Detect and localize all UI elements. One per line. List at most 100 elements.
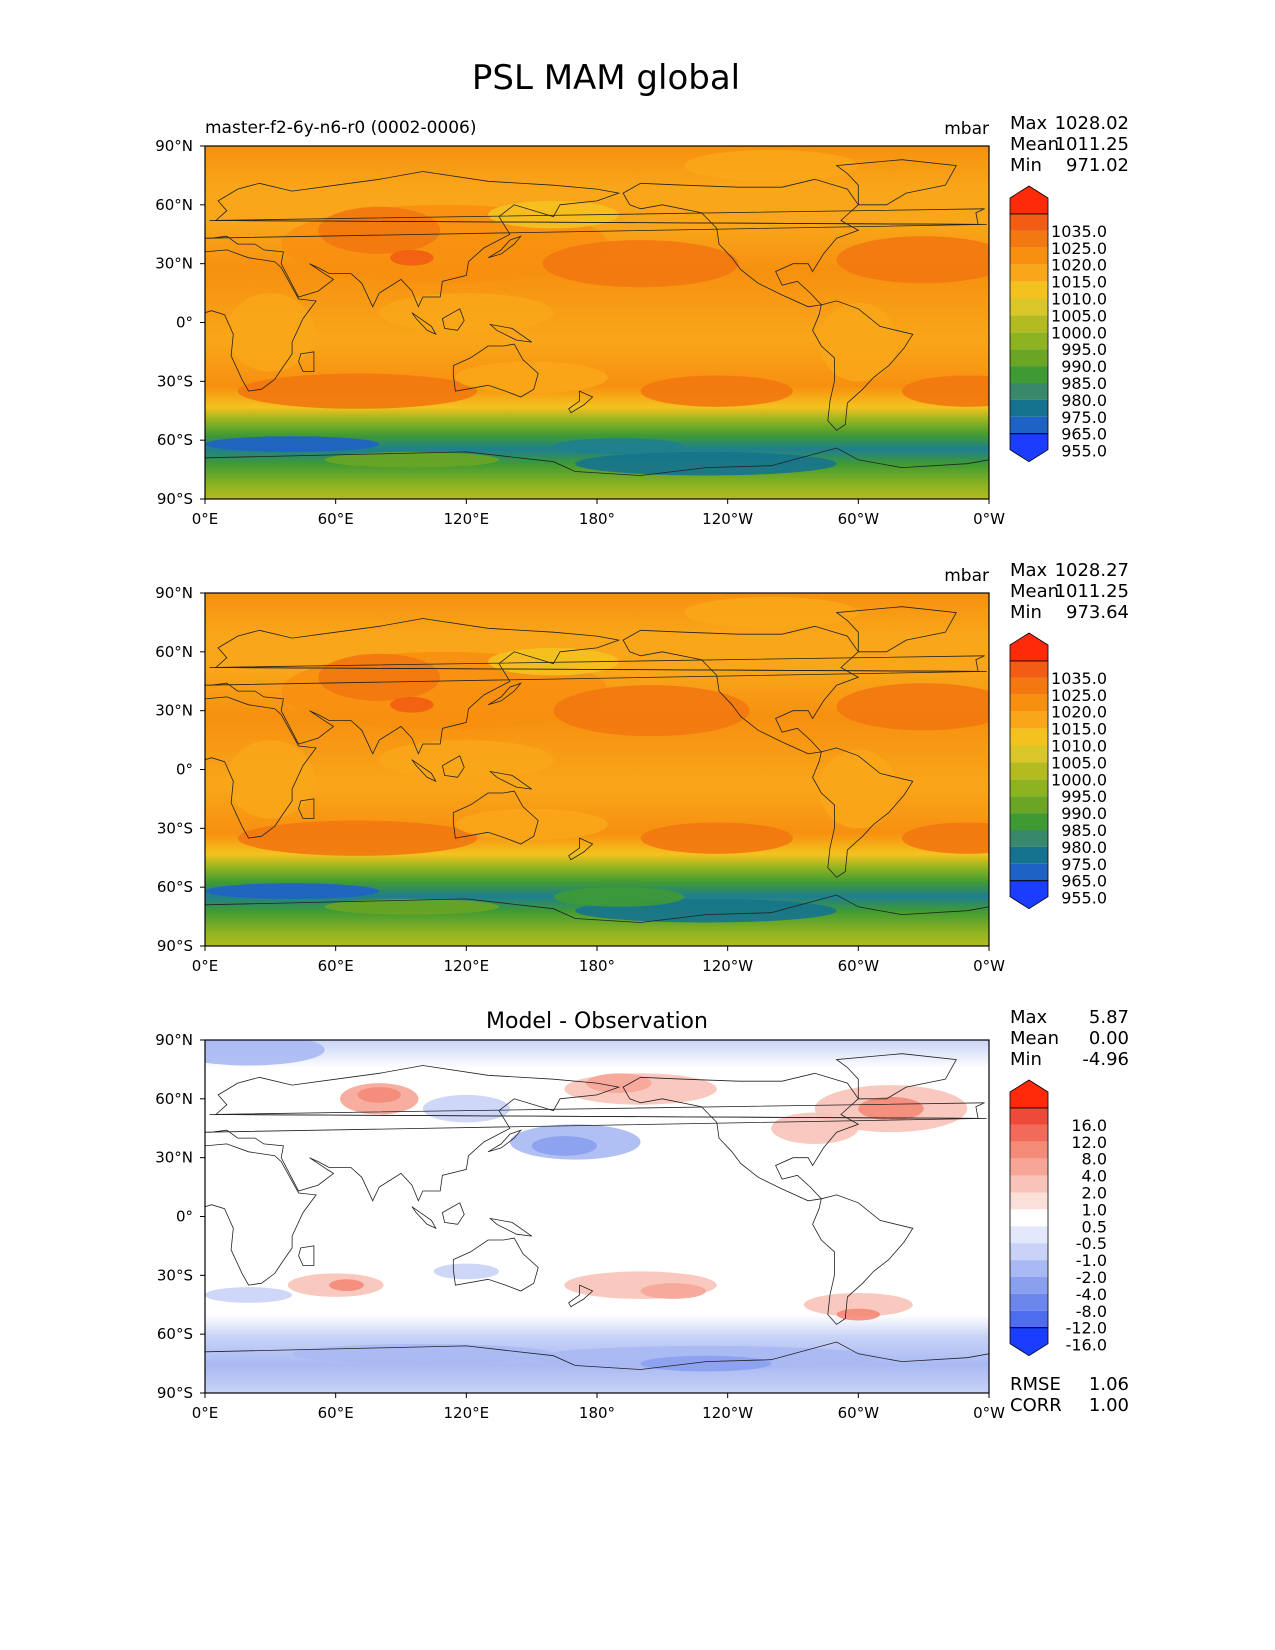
colorbar-frame — [1009, 213, 1049, 435]
colorbar-label: 985.0 — [1061, 821, 1107, 840]
panel-units: mbar — [944, 119, 989, 139]
stat-label-rmse: RMSE — [1010, 1374, 1061, 1395]
colorbar-label: 4.0 — [1082, 1167, 1107, 1186]
contour-region — [292, 1343, 554, 1364]
contour-region — [455, 808, 608, 841]
contour-region — [329, 1279, 364, 1292]
coastline — [568, 1284, 594, 1308]
colorbar-extend-top — [1009, 1079, 1049, 1109]
colorbar-extend-bottom — [1009, 880, 1049, 910]
coastline — [441, 755, 465, 778]
contour-region — [901, 822, 989, 854]
contour-region — [205, 1287, 293, 1303]
contour-region — [488, 647, 619, 676]
colorbar-label: -2.0 — [1076, 1268, 1107, 1287]
x-tick-label: 120°E — [444, 957, 490, 975]
stat-value-rmse: 1.06 — [1089, 1374, 1129, 1395]
y-tick-label: 30°N — [155, 702, 193, 720]
colorbar-segment — [1010, 762, 1048, 780]
colorbar-segment — [1010, 863, 1048, 881]
stat-label-mean: Mean — [1010, 581, 1059, 602]
x-tick-label: 60°E — [318, 1404, 354, 1422]
contour-region — [575, 451, 837, 476]
contour-region — [422, 1094, 510, 1123]
stat-value-min: -4.96 — [1082, 1049, 1129, 1070]
x-tick-label: 0°E — [192, 1404, 219, 1422]
colorbar-label: 0.5 — [1082, 1217, 1107, 1236]
contour-region — [390, 696, 434, 713]
x-tick-label: 0°W — [973, 510, 1005, 528]
stat-label-max: Max — [1010, 113, 1048, 134]
contour-region — [836, 236, 989, 284]
contour-region — [455, 361, 608, 394]
colorbar-segment — [1010, 1158, 1048, 1176]
colorbar-segment — [1010, 214, 1048, 231]
x-tick-label: 120°W — [702, 510, 753, 528]
coastline — [209, 1102, 985, 1119]
coastline — [487, 682, 523, 706]
colorbar-segment — [1010, 366, 1048, 383]
contour-region — [771, 1112, 859, 1144]
coastline — [812, 747, 914, 878]
colorbar-frame — [1009, 1107, 1049, 1329]
y-tick-label: 0° — [176, 761, 193, 779]
colorbar-segment — [1010, 813, 1048, 830]
coastline — [622, 178, 860, 308]
contour-region — [390, 249, 434, 266]
coastline — [452, 790, 539, 845]
stat-label-max: Max — [1010, 560, 1048, 581]
coastline — [298, 798, 315, 819]
contour-region — [586, 1073, 652, 1093]
coastline — [205, 171, 987, 308]
colorbar-segment — [1010, 1226, 1048, 1244]
stat-value-min: 971.02 — [1066, 155, 1129, 176]
colorbar-segment — [1010, 830, 1048, 847]
colorbar-segment — [1010, 416, 1048, 434]
stat-value-corr: 1.00 — [1089, 1395, 1129, 1416]
stat-label-mean: Mean — [1010, 134, 1059, 155]
coastline — [411, 759, 437, 783]
colorbar-segment — [1010, 1209, 1048, 1227]
colorbar-label: -8.0 — [1076, 1302, 1107, 1321]
colorbar-frame — [1009, 660, 1049, 882]
colorbar-segment — [1010, 711, 1048, 729]
coastline — [209, 655, 985, 672]
y-tick-label: 30°S — [157, 1266, 193, 1284]
colorbar-label: 995.0 — [1061, 340, 1107, 359]
x-tick-label: 0°E — [192, 957, 219, 975]
colorbar-segment — [1010, 1310, 1048, 1328]
x-tick-label: 180° — [579, 957, 615, 975]
colorbar-label: 995.0 — [1061, 787, 1107, 806]
colorbar-label: 965.0 — [1061, 872, 1107, 891]
colorbar-extend-top — [1009, 632, 1049, 662]
colorbar-label: 980.0 — [1061, 838, 1107, 857]
contour-region — [542, 240, 739, 288]
x-tick-label: 60°W — [838, 1404, 880, 1422]
y-tick-label: 60°N — [155, 643, 193, 661]
colorbar-segment — [1010, 1260, 1048, 1277]
colorbar-extend-bottom — [1009, 433, 1049, 463]
stat-label-mean: Mean — [1010, 1028, 1059, 1049]
coastline — [835, 606, 957, 653]
contour-region — [433, 1263, 500, 1280]
x-tick-label: 60°E — [318, 510, 354, 528]
colorbar-label: 1025.0 — [1051, 239, 1107, 258]
colorbar: 1035.01025.01020.01015.01010.01005.01000… — [1009, 185, 1107, 463]
y-tick-label: 30°N — [155, 255, 193, 273]
colorbar-label: 975.0 — [1061, 855, 1107, 874]
contour-region — [901, 375, 989, 407]
coastline — [622, 625, 860, 755]
colorbar-label: 1035.0 — [1051, 222, 1107, 241]
colorbar-label: -0.5 — [1076, 1234, 1107, 1253]
coastline — [441, 1202, 465, 1225]
colorbar-segment — [1010, 1243, 1048, 1261]
contour-region — [226, 293, 314, 372]
colorbar-label: -16.0 — [1066, 1336, 1107, 1355]
stat-label-min: Min — [1010, 602, 1042, 623]
contour-region — [836, 1308, 881, 1321]
contour-region — [858, 1096, 924, 1121]
colorbar-segment — [1010, 745, 1048, 763]
contour-region — [379, 293, 554, 333]
colorbar-label: 1.0 — [1082, 1200, 1107, 1219]
colorbar-extend-top — [1009, 185, 1049, 215]
